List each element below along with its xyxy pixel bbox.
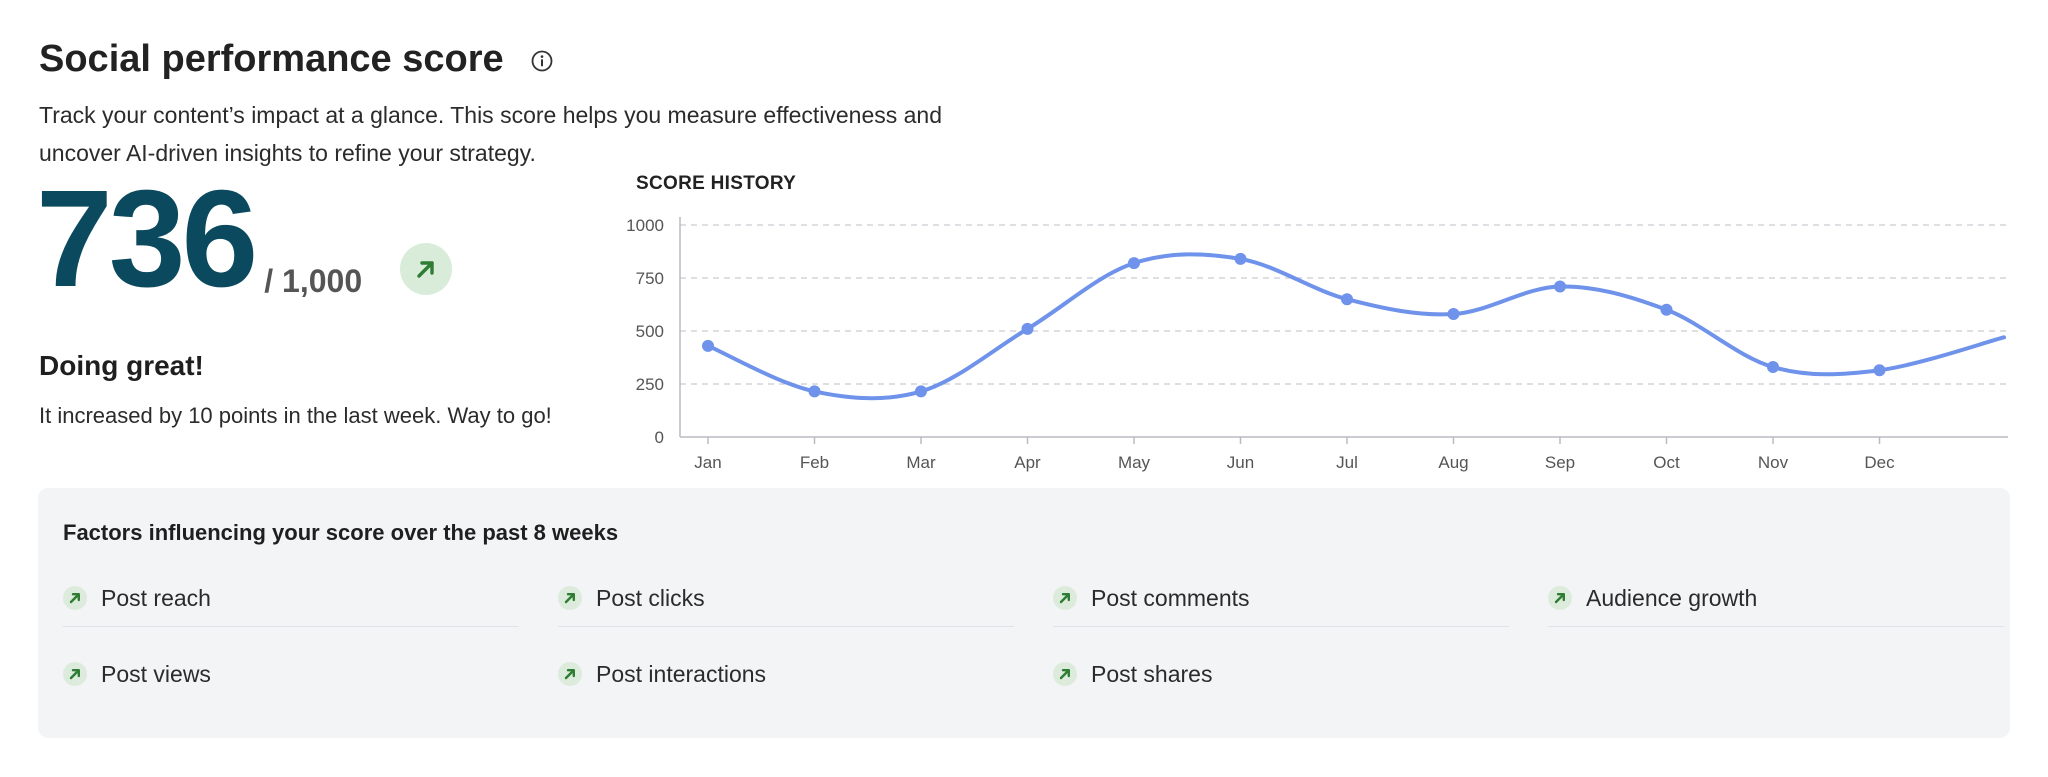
y-tick-label: 250 (636, 375, 664, 394)
status-text: It increased by 10 points in the last we… (39, 403, 552, 428)
y-tick-label: 1000 (626, 216, 664, 235)
factor-label: Post reach (101, 584, 211, 611)
y-tick-label: 500 (636, 322, 664, 341)
arrow-up-right-icon (558, 662, 582, 686)
y-tick-label: 0 (655, 428, 664, 447)
factors-title: Factors influencing your score over the … (63, 520, 619, 545)
x-tick-label: Dec (1864, 453, 1895, 472)
factor-item: Post comments (1053, 570, 1509, 627)
factor-item: Post clicks (558, 570, 1014, 627)
data-point (702, 339, 714, 352)
x-tick-label: Mar (906, 453, 936, 472)
arrow-up-right-icon (63, 586, 87, 610)
chart-title: SCORE HISTORY (636, 173, 797, 194)
factor-label: Post clicks (596, 584, 705, 611)
factors-panel: Factors influencing your score over the … (38, 488, 2010, 738)
arrow-up-right-icon (1548, 586, 1572, 610)
x-tick-label: Apr (1014, 453, 1041, 472)
data-point (1873, 364, 1886, 377)
data-point (915, 385, 927, 398)
x-tick-label: Sep (1545, 453, 1575, 472)
score-display: 736 / 1,000 (36, 170, 362, 308)
factor-item: Post shares (1053, 646, 1509, 702)
y-tick-label: 750 (636, 269, 664, 288)
arrow-up-right-icon (1053, 586, 1077, 610)
page-title-text: Social performance score (39, 38, 504, 80)
data-point (1341, 293, 1353, 306)
score-description: Track your content’s impact at a glance.… (39, 96, 989, 172)
arrow-up-right-icon (417, 261, 434, 278)
score-trend-badge (400, 243, 452, 295)
x-tick-label: Aug (1438, 453, 1468, 472)
description-line-1: Track your content’s impact at a glance.… (39, 102, 943, 128)
description-line-2: uncover AI-driven insights to refine you… (39, 140, 536, 166)
series-line (706, 252, 2006, 401)
data-point (1447, 308, 1460, 321)
factor-item: Post views (63, 646, 519, 702)
data-point (1660, 303, 1673, 316)
x-tick-label: Jul (1336, 453, 1358, 472)
x-tick-label: Nov (1758, 453, 1789, 472)
data-point (1234, 252, 1247, 265)
arrow-up-right-icon (558, 586, 582, 610)
status-heading: Doing great! (39, 350, 204, 381)
score-history-chart: 1000 750 500 250 0 Jan Feb Mar Apr May Jun Jul Aug Se… (626, 216, 2008, 472)
factor-label: Post shares (1091, 660, 1213, 687)
page-title: Social performance score (39, 38, 554, 81)
data-point (1767, 361, 1779, 374)
x-tick-label: Jan (694, 453, 721, 472)
arrow-up-right-icon (63, 662, 87, 686)
score-max: / 1,000 (264, 263, 363, 299)
data-point (1128, 257, 1140, 270)
info-icon[interactable] (530, 49, 554, 73)
data-point (808, 385, 821, 398)
factor-label: Post interactions (596, 660, 767, 687)
data-point (1021, 322, 1034, 335)
factor-label: Post views (101, 660, 211, 687)
factor-item: Post reach (63, 570, 519, 627)
x-tick-label: Oct (1653, 453, 1680, 472)
score-value: 736 (36, 162, 258, 316)
factor-item: Audience growth (1548, 570, 2004, 627)
x-tick-label: May (1118, 453, 1151, 472)
data-point (1554, 280, 1566, 293)
arrow-up-right-icon (1053, 662, 1077, 686)
x-tick-label: Jun (1227, 453, 1254, 472)
factor-item: Post interactions (558, 646, 1014, 702)
factor-label: Audience growth (1586, 584, 1758, 611)
factor-label: Post comments (1091, 584, 1250, 611)
x-tick-label: Feb (800, 453, 829, 472)
